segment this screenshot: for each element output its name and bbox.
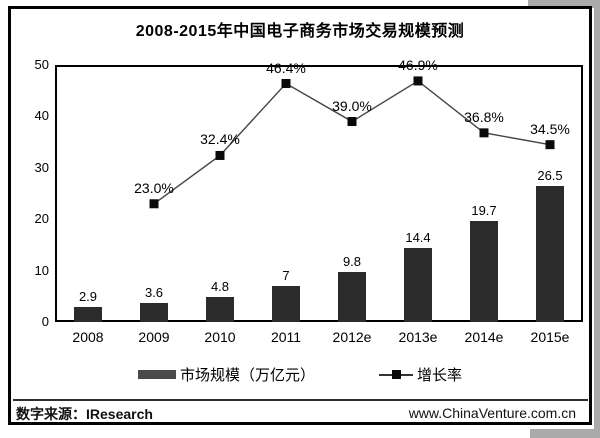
legend-label-market-scale: 市场规模（万亿元） — [179, 367, 315, 384]
bar-value-label: 9.8 — [342, 253, 362, 269]
line-value-label: 23.0% — [134, 179, 174, 196]
page-shadow-bottom-right — [530, 429, 600, 438]
bar-2008 — [74, 307, 102, 322]
bar-value-label: 4.8 — [210, 279, 230, 295]
y-axis-tick-label: 20 — [34, 211, 49, 227]
x-axis-label: 2010 — [204, 329, 236, 345]
x-axis-label: 2014e — [464, 329, 504, 345]
y-axis-tick-label: 40 — [34, 108, 49, 124]
legend-item-market-scale: 市场规模（万亿元） — [137, 364, 315, 385]
legend-label-growth-rate: 增长率 — [417, 367, 463, 384]
line-marker — [281, 79, 291, 89]
x-axis-label: 2011 — [270, 329, 302, 345]
website-label: www.ChinaVenture.com.cn — [408, 405, 576, 421]
page-shadow-top-right — [528, 0, 600, 8]
line-marker — [545, 140, 555, 150]
line-marker — [215, 150, 225, 160]
bar-value-label: 3.6 — [144, 285, 164, 301]
bar-2014e — [470, 220, 498, 322]
y-axis-tick-label: 10 — [34, 262, 49, 278]
legend-item-growth-rate: 增长率 — [379, 364, 462, 385]
bar-2012e — [338, 271, 366, 322]
legend: 市场规模（万亿元） 增长率 — [8, 364, 592, 385]
page-shadow-right — [594, 0, 600, 438]
x-axis-label: 2008 — [72, 329, 104, 345]
bar-value-label: 14.4 — [405, 229, 431, 245]
line-value-label: 46.9% — [398, 56, 438, 73]
line-value-label: 36.8% — [464, 108, 504, 125]
bar-2013e — [404, 247, 432, 322]
bar-value-label: 26.5 — [537, 167, 563, 183]
line-value-label: 34.5% — [530, 120, 570, 137]
line-marker — [479, 128, 489, 138]
x-axis-label: 2013e — [398, 329, 438, 345]
chart-title: 2008-2015年中国电子商务市场交易规模预测 — [135, 23, 465, 40]
bar-value-label: 2.9 — [78, 289, 98, 305]
bar-2009 — [140, 303, 168, 322]
bar-value-label: 19.7 — [471, 202, 497, 218]
bar-value-label: 7 — [282, 268, 290, 284]
y-axis-tick-label: 0 — [41, 314, 49, 329]
x-axis-label: 2015e — [530, 329, 570, 345]
line-series-swatch-icon — [379, 370, 413, 379]
line-marker — [413, 76, 423, 86]
line-marker — [347, 117, 357, 127]
bar-2015e — [536, 185, 564, 322]
bar-2010 — [206, 297, 234, 322]
line-marker — [149, 199, 159, 209]
y-axis-tick-label: 30 — [34, 159, 49, 175]
bar-2011 — [272, 286, 300, 322]
line-value-label: 32.4% — [200, 131, 240, 148]
x-axis-label: 2012e — [332, 329, 372, 345]
bar-series-swatch-icon — [137, 370, 176, 379]
footer-divider — [13, 399, 588, 401]
y-axis-tick-label: 50 — [34, 57, 49, 72]
line-value-label: 39.0% — [332, 97, 372, 114]
data-source-label: 数字来源：IResearch — [16, 406, 153, 422]
line-value-label: 46.4% — [266, 59, 306, 76]
x-axis-label: 2009 — [138, 329, 170, 345]
